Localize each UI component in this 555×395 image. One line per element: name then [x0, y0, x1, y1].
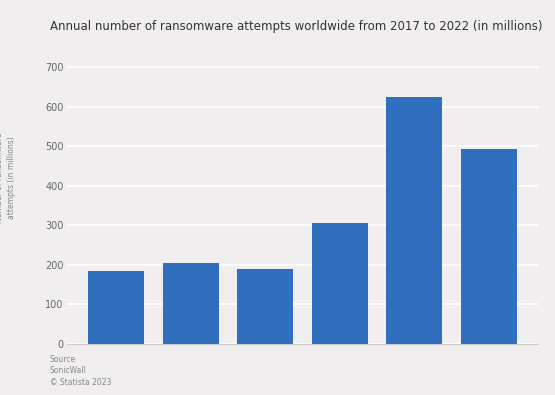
Bar — [386, 98, 442, 344]
Bar — [88, 271, 144, 344]
Bar — [312, 223, 368, 344]
Text: Number of ransomware
attempts (in millions): Number of ransomware attempts (in millio… — [0, 132, 16, 223]
Bar — [163, 263, 219, 344]
Bar — [237, 269, 293, 344]
Text: Annual number of ransomware attempts worldwide from 2017 to 2022 (in millions): Annual number of ransomware attempts wor… — [50, 20, 542, 33]
Bar — [461, 149, 517, 344]
Text: Source
SonicWall
© Statista 2023: Source SonicWall © Statista 2023 — [50, 354, 112, 387]
